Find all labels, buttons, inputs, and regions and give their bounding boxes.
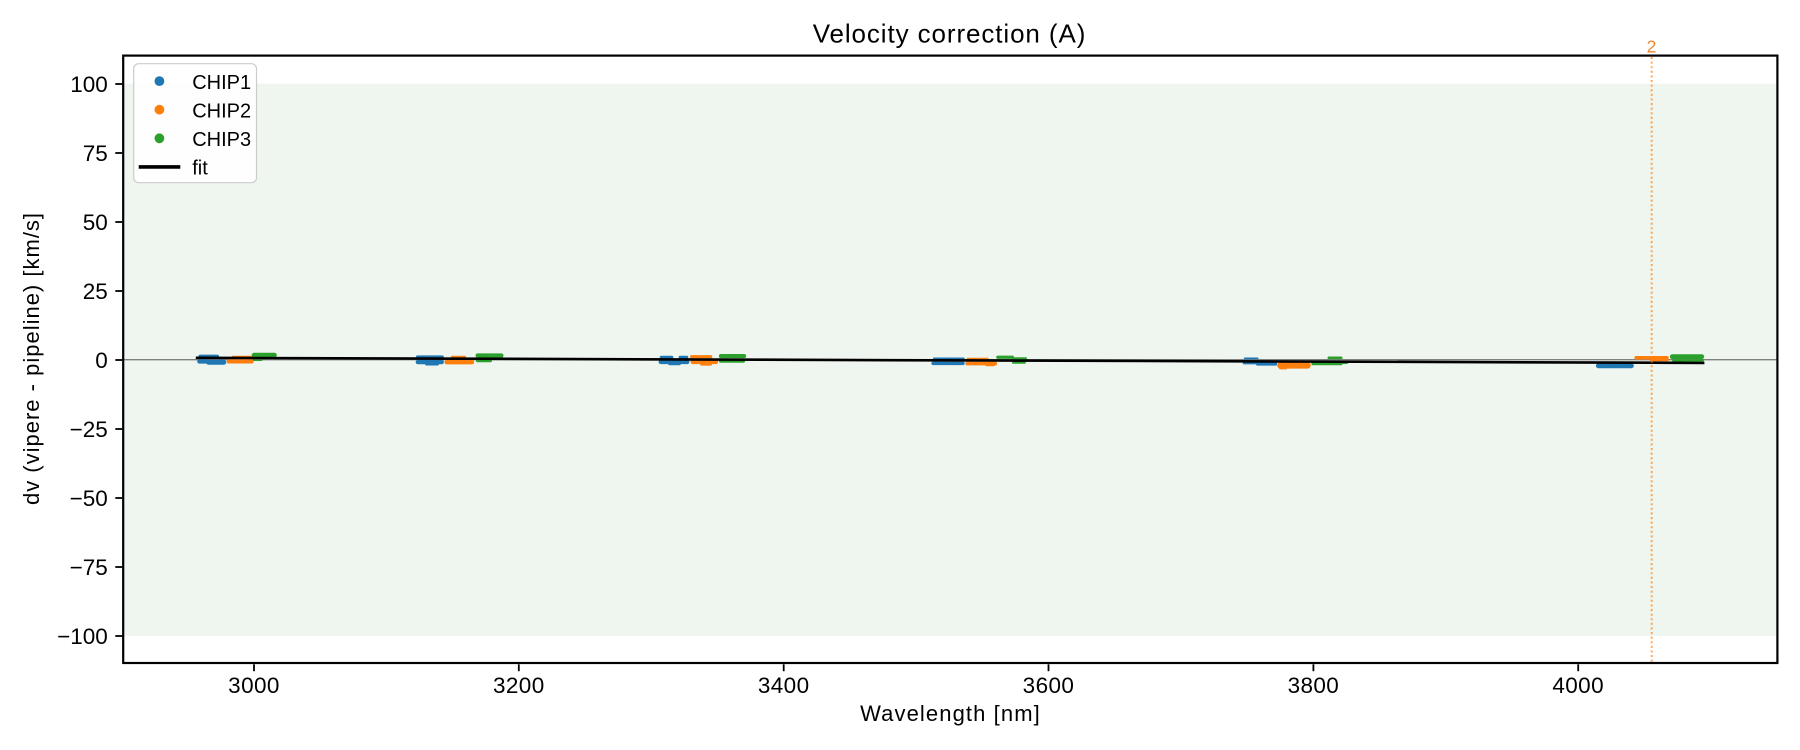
svg-text:50: 50 — [83, 210, 108, 235]
svg-text:0: 0 — [95, 348, 108, 373]
svg-text:−50: −50 — [70, 486, 108, 511]
svg-text:3600: 3600 — [1023, 673, 1075, 698]
svg-text:−75: −75 — [70, 555, 108, 580]
svg-text:25: 25 — [83, 279, 108, 304]
svg-text:4000: 4000 — [1552, 673, 1604, 698]
svg-text:CHIP2: CHIP2 — [192, 100, 251, 122]
svg-text:CHIP1: CHIP1 — [192, 72, 251, 94]
svg-text:Wavelength [nm]: Wavelength [nm] — [860, 701, 1041, 726]
svg-text:3800: 3800 — [1288, 673, 1340, 698]
svg-text:3000: 3000 — [228, 673, 280, 698]
svg-text:2: 2 — [1647, 36, 1657, 56]
svg-text:75: 75 — [83, 141, 108, 166]
svg-text:−100: −100 — [57, 624, 108, 649]
svg-text:3200: 3200 — [493, 673, 545, 698]
svg-text:3400: 3400 — [758, 673, 810, 698]
svg-text:−25: −25 — [70, 417, 108, 442]
svg-text:dv (vipere - pipeline) [km/s]: dv (vipere - pipeline) [km/s] — [19, 212, 44, 505]
svg-text:fit: fit — [192, 158, 208, 180]
svg-text:Velocity correction (A): Velocity correction (A) — [813, 19, 1087, 49]
svg-text:100: 100 — [70, 72, 108, 97]
svg-text:CHIP3: CHIP3 — [192, 129, 251, 151]
